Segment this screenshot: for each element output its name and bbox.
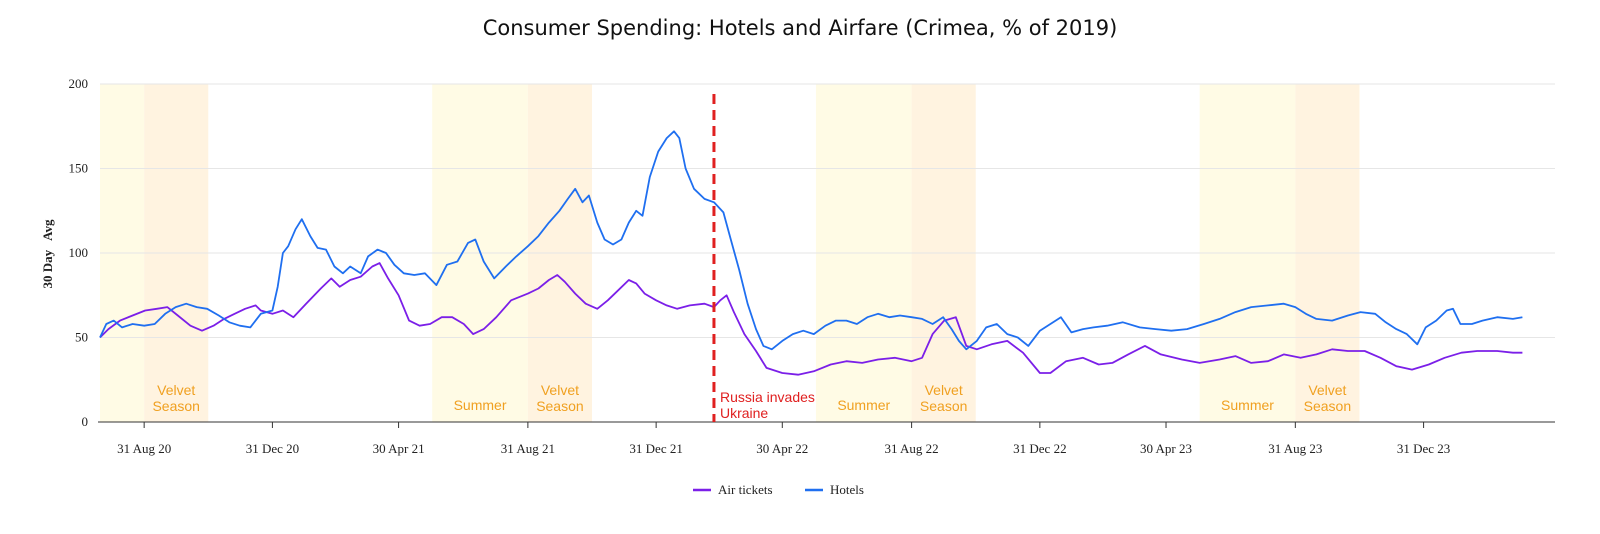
- event-markers: Russia invades Ukraine: [712, 94, 815, 422]
- x-tick-label-4: 31 Dec 21: [629, 441, 682, 456]
- series-line-hotels: [99, 130, 1523, 351]
- x-tick-label-7: 31 Dec 22: [1013, 441, 1066, 456]
- x-tick-label-0: 31 Aug 20: [117, 441, 171, 456]
- event-label-0: Russia invades Ukraine: [720, 389, 815, 421]
- y-tick-label-150: 150: [69, 161, 89, 176]
- y-axis-label: 30 Day Avg: [40, 219, 55, 289]
- x-tick-label-10: 31 Dec 23: [1397, 441, 1450, 456]
- season-band-labels: Velvet Season Summer Velvet Season Summer Velv…: [152, 382, 1351, 414]
- season-band-label-6: Summer: [1221, 397, 1274, 413]
- y-axis: 0 50 100 150 200: [69, 76, 89, 429]
- y-tick-label-100: 100: [69, 245, 89, 260]
- season-band-label-7: Velvet Season: [1304, 382, 1351, 414]
- x-tick-label-9: 31 Aug 23: [1268, 441, 1322, 456]
- x-axis: 31 Aug 20 31 Dec 20 30 Apr 21 31 Aug 21 31 D…: [98, 421, 1555, 456]
- season-band-label-1: Velvet Season: [152, 382, 199, 414]
- series-lines: [99, 130, 1523, 376]
- gridlines: [100, 83, 1555, 338]
- x-tick-label-2: 30 Apr 21: [373, 441, 425, 456]
- x-tick-label-1: 31 Dec 20: [246, 441, 299, 456]
- legend: Air tickets Hotels: [693, 482, 864, 497]
- x-tick-label-3: 31 Aug 21: [501, 441, 555, 456]
- x-tick-label-5: 30 Apr 22: [756, 441, 808, 456]
- chart-title: Consumer Spending: Hotels and Airfare (C…: [482, 16, 1118, 40]
- y-tick-label-0: 0: [82, 414, 89, 429]
- y-tick-label-200: 200: [69, 76, 89, 91]
- series-line-air-tickets: [99, 262, 1523, 376]
- season-band-label-4: Summer: [837, 397, 890, 413]
- x-tick-label-8: 30 Apr 23: [1140, 441, 1192, 456]
- season-band-label-2: Summer: [454, 397, 507, 413]
- y-tick-label-50: 50: [75, 330, 88, 345]
- season-band-label-3: Velvet Season: [536, 382, 583, 414]
- legend-label-air-tickets: Air tickets: [718, 482, 773, 497]
- x-tick-label-6: 31 Aug 22: [885, 441, 939, 456]
- legend-label-hotels: Hotels: [830, 482, 864, 497]
- season-band-label-5: Velvet Season: [920, 382, 967, 414]
